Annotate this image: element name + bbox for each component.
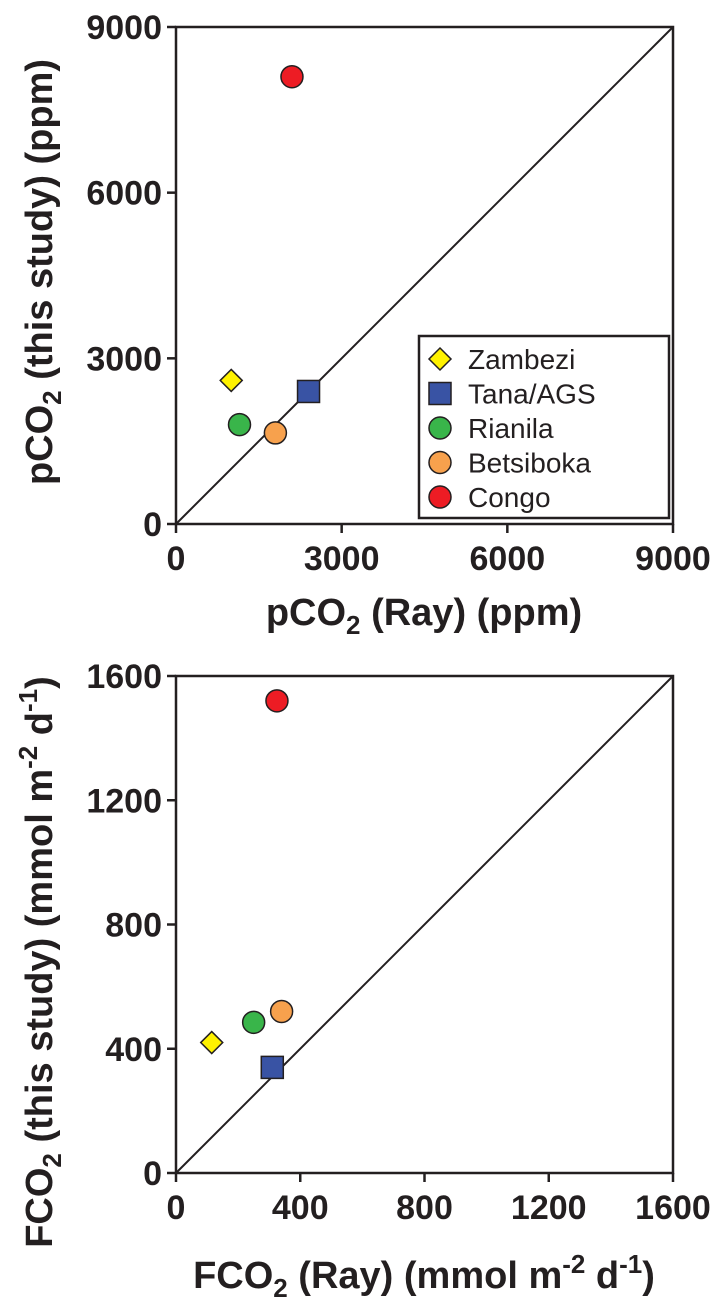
legend-marker-zambezi [427,346,453,372]
fco2-y-tick-label: 1200 [86,782,162,820]
pco2-points [219,64,321,445]
fco2-point-betsiboka [269,999,294,1024]
fco2-y-tick-label: 400 [105,1031,162,1069]
pco2-x-tick-label: 6000 [470,540,546,578]
fco2-identity-line [175,675,674,1174]
pco2-plot-frame [174,25,675,526]
pco2-y-tick-label: 9000 [86,9,162,47]
fco2-x-tick-label: 1600 [635,1189,711,1227]
fco2-points [199,689,294,1080]
legend-label-betsiboka: Betsiboka [468,448,591,479]
pco2-y-tick-label: 0 [143,506,162,544]
legend-label-rianila: Rianila [468,413,554,444]
legend-label-zambezi: Zambezi [468,344,575,375]
fco2-point-rianila [241,1010,266,1035]
pco2-x-tick-label: 9000 [635,540,711,578]
pco2-identity-line [175,26,674,525]
fco2-y-tick-label: 800 [105,907,162,945]
fco2-point-zambezi [199,1030,224,1055]
pco2-y-axis-label: pCO2 (this study) (ppm) [19,59,67,485]
pco2-y-tick-label: 3000 [86,340,162,378]
pco2-point-rianila [227,412,252,437]
fco2-x-tick-label: 1200 [511,1189,587,1227]
fco2-point-congo [265,689,289,713]
fco2-x-tick-label: 0 [167,1189,186,1227]
legend-label-congo: Congo [468,482,551,513]
pco2-point-zambezi [219,368,244,393]
pco2-x-tick-label: 3000 [304,540,380,578]
pco2-point-congo [280,64,304,89]
legend-marker-congo [428,485,452,509]
pco2-x-axis-label: pCO2 (Ray) (ppm) [266,592,582,640]
fco2-y-axis-label: FCO2 (this study) (mmol m-2 d-1) [13,676,67,1248]
fco2-x-tick-label: 800 [396,1189,453,1227]
fco2-point-tana-ags [260,1055,285,1080]
legend-marker-betsiboka [428,450,452,475]
fco2-x-tick-label: 400 [272,1189,329,1227]
pco2-point-tana-ags [296,379,321,404]
legend-label-tana-ags: Tana/AGS [468,379,596,410]
legend-marker-rianila [428,416,452,440]
legend-box [417,334,671,520]
pco2-x-tick-label: 0 [167,540,186,578]
fco2-y-tick-label: 1600 [86,658,162,696]
pco2-point-betsiboka [263,421,288,445]
pco2-y-tick-label: 6000 [86,175,162,213]
legend-marker-tana-ags [428,381,452,406]
fco2-x-axis-label: FCO2 (Ray) (mmol m-2 d-1) [193,1249,655,1303]
fco2-chart: 0 400 800 1200 1600 0 400 800 1200 1600 FCO2 (Ray… [13,658,711,1303]
pco2-ticks: 0 3000 6000 9000 0 3000 6000 9000 [86,9,710,578]
pco2-chart: 0 3000 6000 9000 0 3000 6000 9000 Zambezi Tana/A… [19,9,711,640]
fco2-y-tick-label: 0 [143,1155,162,1193]
fco2-ticks: 0 400 800 1200 1600 0 400 800 1200 1600 [86,658,710,1227]
